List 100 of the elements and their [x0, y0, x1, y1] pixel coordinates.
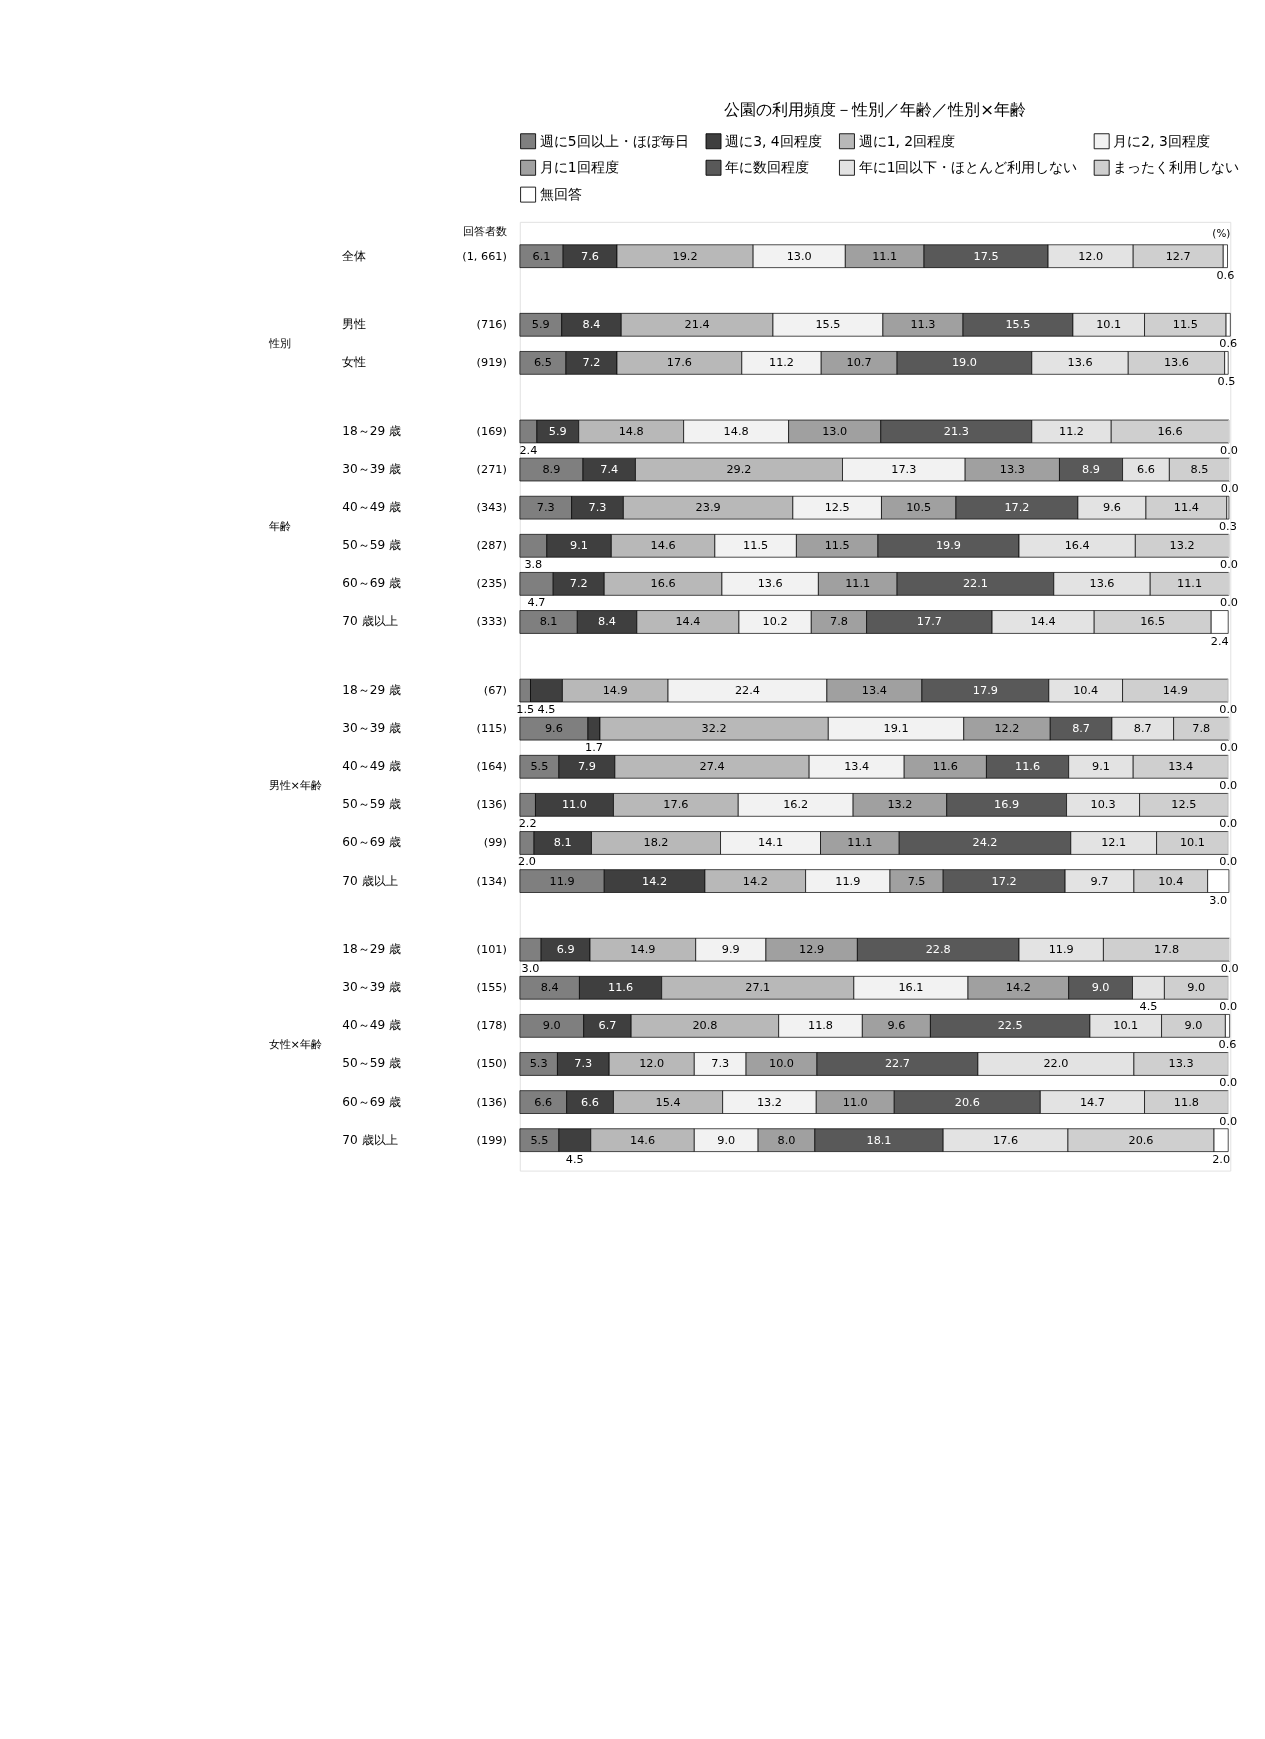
data-label: 20.6: [1128, 1133, 1154, 1147]
text: (150): [476, 1057, 507, 1071]
y-tick-label: 18～29 歳: [342, 683, 401, 698]
data-label: 22.4: [734, 684, 760, 698]
data-label: 11.8: [1173, 1095, 1199, 1109]
data-label: 9.0: [717, 1133, 736, 1147]
data-label: 29.2: [726, 463, 752, 477]
y-tick-label: 50～59 歳: [342, 797, 401, 812]
data-label: 14.6: [650, 539, 676, 553]
data-label: 7.3: [588, 501, 607, 515]
data-label: 15.5: [815, 318, 841, 332]
y-tick-label: 30～39 歳: [342, 721, 401, 736]
data-label: 9.1: [1091, 760, 1110, 774]
data-label: 16.6: [1157, 424, 1183, 438]
data-label: 9.0: [1187, 981, 1206, 995]
legend-label: 年に1回以下・ほとんど利用しない: [858, 159, 1078, 176]
data-label: 13.0: [786, 249, 812, 263]
data-label: 7.9: [577, 760, 596, 774]
data-label: 7.3: [536, 501, 555, 515]
data-label: 13.6: [1067, 356, 1093, 370]
y-tick-label: 60～69 歳: [342, 576, 401, 591]
data-label: 7.6: [581, 249, 600, 263]
data-label: 12.1: [1101, 836, 1127, 850]
data-label: 24.2: [972, 836, 998, 850]
text: (115): [476, 722, 507, 736]
data-label: 9.6: [544, 722, 563, 736]
data-label: 15.4: [655, 1095, 681, 1109]
data-label: 14.2: [742, 874, 768, 888]
data-label: 9.6: [887, 1019, 906, 1033]
data-label: 15.5: [1005, 318, 1031, 332]
text: (136): [476, 1095, 507, 1109]
data-label: 23.9: [695, 501, 721, 515]
data-label: 14.2: [1005, 981, 1031, 995]
data-label: 3.0: [1209, 893, 1228, 907]
data-label: 10.4: [1073, 684, 1099, 698]
data-label: 22.7: [884, 1057, 910, 1071]
data-label: 14.8: [723, 424, 749, 438]
data-label: 0.0: [1220, 482, 1239, 496]
data-label: 5.3: [529, 1057, 548, 1071]
annotation: (%): [1212, 226, 1231, 239]
y-tick-label: 男性: [342, 317, 367, 332]
text: 女性×年齢: [268, 1038, 323, 1052]
data-label: 9.7: [1090, 874, 1109, 888]
data-label: 10.4: [1158, 874, 1184, 888]
y-tick-label: 18～29 歳: [342, 942, 401, 957]
data-label: 7.2: [582, 356, 601, 370]
text: (271): [476, 463, 507, 477]
data-label: 1.7: [585, 741, 603, 755]
data-label: 11.2: [1058, 424, 1085, 438]
data-label: 10.1: [1113, 1019, 1139, 1033]
data-label: 2.4: [1210, 634, 1229, 648]
data-label: 6.6: [1137, 463, 1155, 477]
text: (164): [476, 760, 507, 774]
legend-label: 週に1, 2回程度: [858, 132, 956, 149]
data-label: 27.4: [699, 760, 725, 774]
data-label: 9.0: [1184, 1019, 1203, 1033]
text: (169): [476, 424, 507, 438]
data-label: 19.0: [951, 356, 977, 370]
data-label: 9.9: [721, 943, 740, 957]
data-label: 12.5: [1171, 798, 1197, 812]
legend-label: 月に2, 3回程度: [1113, 132, 1210, 149]
data-label: 0.5: [1217, 375, 1236, 389]
y-tick-label: 全体: [342, 248, 367, 263]
data-label: 13.4: [861, 684, 887, 698]
legend-label: 週に5回以上・ほぼ毎日: [539, 132, 689, 149]
y-tick-label: 70 歳以上: [342, 873, 398, 888]
data-label: 13.2: [887, 798, 913, 812]
data-label: 17.6: [666, 356, 692, 370]
data-label: 17.9: [972, 684, 998, 698]
data-label: 11.5: [1172, 318, 1198, 332]
data-label: 3.0: [521, 962, 540, 976]
data-label: 17.3: [891, 463, 917, 477]
data-label: 16.2: [783, 798, 809, 812]
data-label: 13.0: [822, 424, 848, 438]
data-label: 2.2: [518, 817, 537, 831]
data-label: 13.4: [844, 760, 870, 774]
data-label: 7.5: [907, 874, 926, 888]
data-label: 12.2: [994, 722, 1020, 736]
text: 年齢: [268, 520, 291, 534]
data-label: 8.4: [598, 615, 617, 629]
data-label: 11.8: [807, 1019, 834, 1033]
data-label: 8.9: [542, 463, 561, 477]
data-label: 1.5: [516, 703, 535, 717]
text: (67): [483, 684, 507, 698]
data-label: 14.9: [1162, 684, 1188, 698]
data-label: 11.5: [824, 539, 850, 553]
data-label: 13.3: [999, 463, 1025, 477]
data-label: 0.6: [1219, 337, 1238, 351]
data-label: 2.0: [518, 855, 536, 869]
data-label: 0.0: [1219, 1114, 1238, 1128]
chart-title: 公園の利用頻度－性別／年齢／性別×年齢: [724, 100, 1026, 120]
data-label: 14.4: [1030, 615, 1056, 629]
y-tick-label: 40～49 歳: [342, 1018, 401, 1033]
data-label: 22.5: [997, 1019, 1023, 1033]
legend-label: 月に1回程度: [539, 159, 619, 176]
y-tick-label: 70 歳以上: [342, 1132, 398, 1147]
data-label: 13.3: [1168, 1057, 1194, 1071]
data-label: 10.3: [1090, 798, 1116, 812]
y-tick-label: 30～39 歳: [342, 462, 401, 477]
data-label: 11.3: [910, 318, 936, 332]
